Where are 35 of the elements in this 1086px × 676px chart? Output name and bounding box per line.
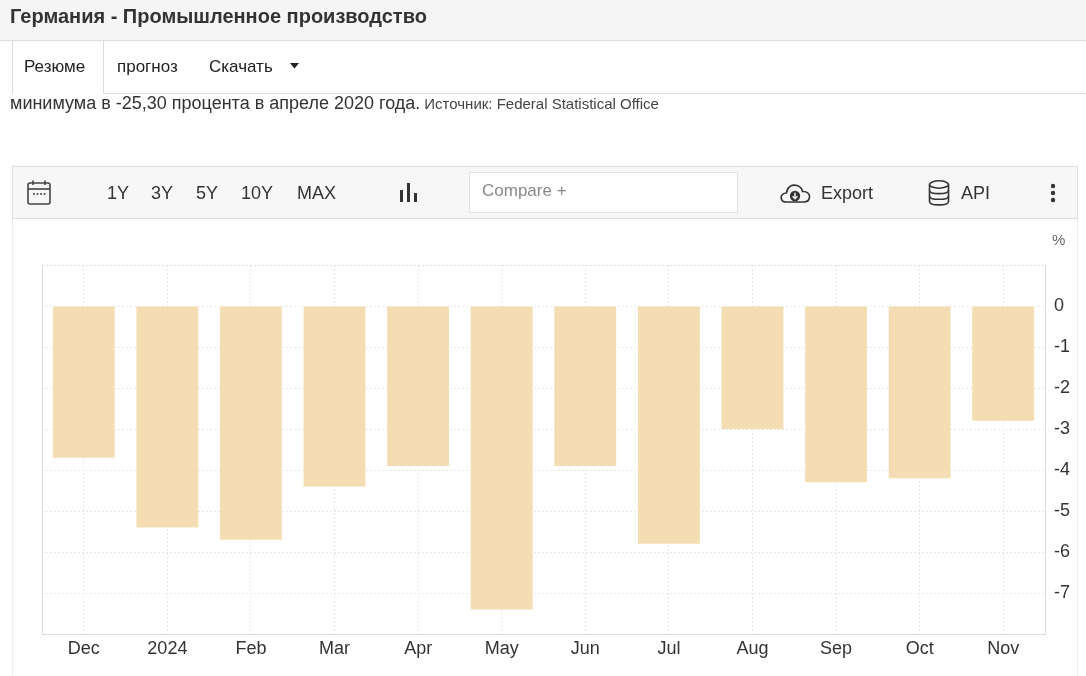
y-tick-label: 0 bbox=[1054, 294, 1065, 315]
x-tick-label: Apr bbox=[404, 637, 433, 658]
y-tick-label: -1 bbox=[1054, 335, 1071, 356]
text: API bbox=[961, 182, 991, 204]
text: 1Y bbox=[107, 182, 130, 204]
y-tick-label: -7 bbox=[1054, 581, 1071, 602]
text: Источник: Federal Statistical Office bbox=[424, 95, 659, 112]
x-tick-label: Mar bbox=[319, 637, 351, 658]
chart-subtitle: минимума в -25,30 процента в апреле 2020 года. bbox=[10, 93, 421, 113]
x-tick-label: Sep bbox=[820, 637, 853, 658]
y-axis-title: % bbox=[1052, 231, 1066, 249]
x-tick-label: Nov bbox=[987, 637, 1020, 658]
text: MAX bbox=[297, 182, 337, 204]
x-tick-label: Feb bbox=[235, 637, 267, 658]
x-tick-label: Aug bbox=[736, 637, 769, 658]
text: Export bbox=[821, 182, 874, 204]
x-tick-label: Jul bbox=[657, 637, 681, 658]
chart-title: Германия - Промышленное производство bbox=[10, 4, 427, 28]
text: Compare + bbox=[482, 181, 567, 201]
text: прогноз bbox=[117, 57, 178, 77]
y-tick-label: -4 bbox=[1054, 458, 1071, 479]
text: 3Y bbox=[151, 182, 174, 204]
text: Скачать bbox=[209, 57, 273, 77]
x-tick-label: Oct bbox=[905, 637, 934, 658]
text: Резюме bbox=[24, 57, 86, 77]
y-tick-label: -6 bbox=[1054, 540, 1071, 561]
x-tick-label: May bbox=[484, 637, 519, 658]
x-tick-label: Dec bbox=[67, 637, 100, 658]
x-tick-label: Jun bbox=[570, 637, 600, 658]
y-tick-label: -5 bbox=[1054, 499, 1071, 520]
y-tick-label: -3 bbox=[1054, 417, 1071, 438]
x-tick-label: 2024 bbox=[147, 637, 188, 658]
text: 5Y bbox=[196, 182, 219, 204]
y-tick-label: -2 bbox=[1054, 376, 1071, 397]
text: 10Y bbox=[241, 182, 274, 204]
